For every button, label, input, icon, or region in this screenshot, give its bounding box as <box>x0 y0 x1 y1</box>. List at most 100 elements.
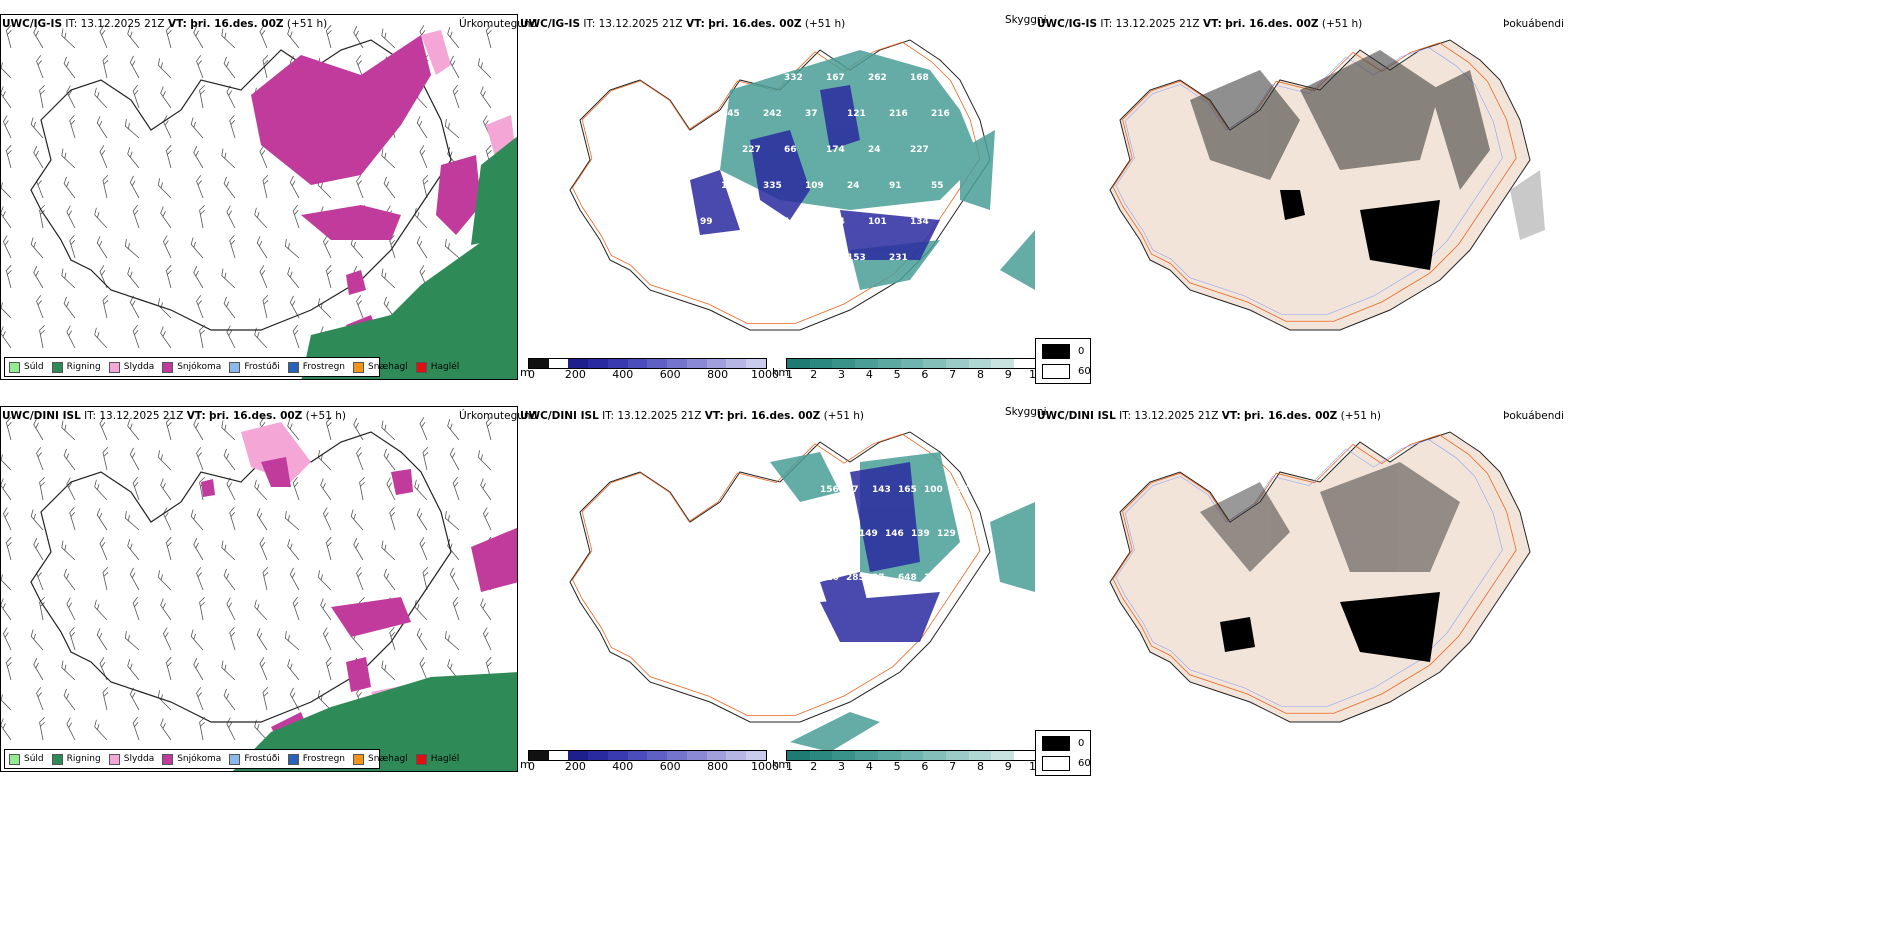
cloud-base-label: 165 <box>898 485 917 495</box>
wind-barb <box>196 567 204 591</box>
cloud-base-label: 146 <box>885 529 904 539</box>
wind-barb <box>325 416 332 441</box>
vt-value: þri. 16.des. 00Z <box>727 410 821 422</box>
lead-time: (+51 h) <box>823 410 864 422</box>
colorbar-segment <box>1014 751 1037 760</box>
wind-barb <box>199 84 205 109</box>
wind-barb <box>353 25 364 49</box>
wind-barb <box>422 446 429 471</box>
wind-barb <box>2 627 12 651</box>
it-value: 13.12.2025 21Z <box>99 410 184 422</box>
wind-barb <box>33 265 44 289</box>
colorbar-tick-label: 0 <box>528 368 535 381</box>
panel-title-precip-bottom: Úrkomutegund <box>459 410 538 422</box>
wind-barb <box>223 296 236 319</box>
wind-barb <box>132 477 140 501</box>
wind-barb <box>127 539 140 561</box>
wind-barb <box>292 325 300 349</box>
colorbar-segment <box>647 359 668 368</box>
colorbar-tick-label: 1 <box>786 368 793 381</box>
wind-barb <box>190 117 204 139</box>
wind-barb <box>33 25 44 49</box>
fog-panel-top <box>1040 30 1550 360</box>
colorbar-tick-label: 9 <box>1004 368 1012 381</box>
cloud-base-label: 91 <box>889 181 902 191</box>
wind-barb <box>416 236 428 259</box>
wind-barb <box>165 416 172 441</box>
wind-barb <box>33 537 44 561</box>
legend-item: Súld <box>9 361 44 373</box>
cloud-base-label: 332 <box>784 73 803 83</box>
wind-barb <box>226 85 236 109</box>
colorbar-segment <box>667 359 687 368</box>
wind-barb <box>30 509 44 531</box>
colorbar-tick-label: 1 <box>786 760 793 773</box>
wind-barb <box>419 537 428 561</box>
visibility-unit: km <box>772 366 790 379</box>
wind-barb <box>259 537 268 561</box>
wind-barb <box>132 325 140 349</box>
wind-barb <box>94 87 108 109</box>
colorbar-tick-label: 200 <box>564 760 586 773</box>
wind-barb <box>226 325 236 349</box>
cloud-base-label: 648 <box>898 573 917 583</box>
wind-barb <box>259 25 268 49</box>
legend-item: 0 <box>1042 736 1084 751</box>
cloud-base-unit: m <box>520 758 531 771</box>
wind-barb <box>449 567 460 591</box>
wind-barb <box>485 416 492 441</box>
wind-barb <box>196 447 204 471</box>
wind-barb <box>229 114 236 139</box>
cloud-map-top: 408 204 332 167 262 168 245 242 37 121 216 216 24 227… <box>520 30 1035 360</box>
colorbar-segment <box>877 751 901 760</box>
row2-cloud-title: UWC/DINI ISL IT: 13.12.2025 21Z VT: þri.… <box>520 410 864 422</box>
precip-type-panel-top: Súld Rigning Slydda Snjókoma Frostúði Fr… <box>0 14 518 380</box>
row1-title: UWC/IG-IS IT: 13.12.2025 21Z VT: þri. 16… <box>2 18 327 30</box>
wind-barb <box>414 599 428 621</box>
wind-barb <box>284 510 300 531</box>
colorbar-tick-label: 9 <box>1004 760 1012 773</box>
wind-barb <box>160 86 172 109</box>
wind-barb <box>190 237 204 259</box>
cloud-base-label: 335 <box>763 181 782 191</box>
wind-barb <box>129 447 140 471</box>
wind-barb <box>193 25 204 49</box>
cloud-base-label: 24 <box>700 145 713 155</box>
wind-barb <box>447 27 460 49</box>
wind-barb <box>94 479 108 501</box>
it-label: IT: <box>1100 18 1113 30</box>
wind-barb <box>1 570 12 591</box>
fog-map-top <box>1040 30 1545 360</box>
wind-barb <box>322 507 332 531</box>
legend-item: Frostúði <box>229 753 280 765</box>
wind-barb <box>226 205 236 229</box>
wind-barb <box>229 234 236 259</box>
colorbar-segment <box>726 359 747 368</box>
wind-barb <box>196 687 204 711</box>
wind-barb <box>356 447 364 471</box>
cloud-base-label: 101 <box>868 217 887 227</box>
wind-barb <box>193 537 204 561</box>
colorbar-tick-label: 800 <box>707 368 729 381</box>
it-value: 13.12.2025 21Z <box>617 410 702 422</box>
wind-barb <box>165 536 172 561</box>
panel-title-cloud-bottom: Skyggni <box>1005 406 1047 418</box>
colorbar-segment <box>809 359 833 368</box>
wind-barb <box>165 144 172 169</box>
row2-title: UWC/DINI ISL IT: 13.12.2025 21Z VT: þri.… <box>2 410 346 422</box>
wind-barb <box>66 717 76 741</box>
vt-label: VT: <box>186 410 206 422</box>
wind-barb <box>223 448 236 471</box>
colorbar-segment <box>667 751 687 760</box>
colorbar-segment <box>946 359 969 368</box>
vt-value: þri. 16.des. 00Z <box>708 18 802 30</box>
cloud-base-label: 408 <box>700 73 719 83</box>
wind-barb <box>322 627 332 651</box>
cloud-base-label: 99 <box>700 217 713 227</box>
wind-barb <box>1 178 12 199</box>
wind-barb <box>229 626 236 651</box>
wind-barb <box>350 509 364 531</box>
wind-barb <box>350 237 364 259</box>
wind-barb <box>124 630 140 651</box>
